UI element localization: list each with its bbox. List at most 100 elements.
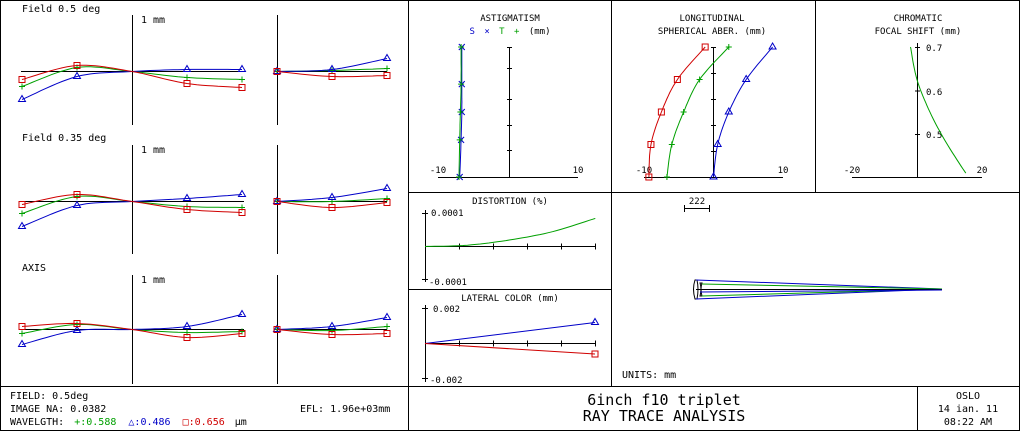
tan-marker-blue <box>72 71 82 79</box>
sag-marker-blue <box>272 196 282 204</box>
field-label-3: AXIS <box>22 263 46 274</box>
sph-curve-red <box>648 46 706 178</box>
tan-marker-blue <box>72 200 82 208</box>
focal-title-1: CHROMATIC <box>894 14 943 24</box>
tan-marker-red <box>73 320 81 327</box>
footer-time: 08:22 AM <box>944 417 992 428</box>
footer-title: 6inch f10 triplet <box>587 391 741 409</box>
dist-curve <box>424 218 596 247</box>
sag-marker-red <box>383 72 391 79</box>
sph-marker-green <box>725 44 732 50</box>
sag-marker-green <box>384 323 390 330</box>
sag-marker-blue <box>327 321 337 329</box>
tan-marker-red <box>183 80 191 87</box>
sag-marker-red <box>383 199 391 206</box>
sag-curve-red <box>276 71 388 78</box>
ray-green-top <box>701 283 943 290</box>
tan-marker-green <box>239 76 245 83</box>
footer-wavelength: WAVELGTH: +:0.588 △:0.486 □:0.656 μm <box>10 417 247 428</box>
sag-marker-red <box>273 198 281 205</box>
astig-marker-T <box>457 109 464 115</box>
lateral-color-plot <box>422 305 600 382</box>
focal-curve <box>910 46 967 174</box>
sag-marker-green <box>384 195 390 202</box>
spherical-title-2: SPHERICAL ABER. (mm) <box>658 27 766 37</box>
sph-marker-red <box>701 43 709 51</box>
focal-shift-panel: CHROMATIC FOCAL SHIFT (mm) 0.7 0.6 0.5 -… <box>844 14 987 178</box>
tan-marker-red <box>183 206 191 213</box>
sag-marker-red <box>328 73 336 80</box>
sag-curve-blue <box>276 188 388 202</box>
sph-curve-blue <box>713 46 773 178</box>
spherical-plot <box>644 42 783 181</box>
footer-efl: EFL: 1.96e+03mm <box>300 404 390 415</box>
astig-tick-right: 10 <box>573 166 584 176</box>
tan-marker-green <box>19 330 25 337</box>
ray-fan-curves <box>17 53 392 347</box>
focal-ytick-07: 0.7 <box>926 44 942 54</box>
sph-marker-blue <box>741 74 751 82</box>
focal-shift-plot <box>852 43 982 178</box>
lateral-ytick-top: 0.002 <box>433 305 460 315</box>
astigmatism-legend: S × T + (mm) <box>469 27 550 37</box>
legend-x: × <box>484 27 489 37</box>
tan-marker-blue <box>17 339 27 347</box>
sag-marker-blue <box>382 53 392 61</box>
sph-marker-blue <box>724 107 734 115</box>
sag-marker-blue <box>272 66 282 74</box>
tan-marker-red <box>183 334 191 341</box>
sag-marker-green <box>384 65 390 72</box>
sph-marker-red <box>647 141 655 148</box>
footer-image-na: IMAGE NA: 0.0382 <box>10 404 106 415</box>
distortion-ytick-bottom: -0.0001 <box>429 278 467 288</box>
tan-curve-red <box>21 322 243 339</box>
wavelength-label: WAVELGTH: <box>10 417 64 428</box>
legend-plus: + <box>514 27 520 37</box>
sph-marker-red <box>673 76 681 83</box>
tan-marker-blue <box>237 309 247 317</box>
focal-ytick-05: 0.5 <box>926 131 942 141</box>
sag-marker-red <box>328 331 336 338</box>
lateral-color-panel: LATERAL COLOR (mm) 0.002 -0.002 <box>422 294 600 386</box>
legend-t: T <box>499 27 505 37</box>
units-label: UNITS: mm <box>622 370 676 381</box>
sag-marker-blue <box>327 192 337 200</box>
tan-marker-red <box>238 330 246 337</box>
tan-marker-blue <box>182 193 192 201</box>
astig-tick-left: -10 <box>430 166 446 176</box>
wavelength-blue: △:0.486 <box>128 417 170 428</box>
focal-title-2: FOCAL SHIFT (mm) <box>875 27 962 37</box>
sph-marker-red <box>645 173 653 181</box>
focal-ytick-06: 0.6 <box>926 88 942 98</box>
astigmatism-panel: ASTIGMATISM S × T + (mm) -10 10 <box>430 14 584 181</box>
sag-marker-red <box>273 326 281 333</box>
sag-marker-red <box>273 68 281 75</box>
sph-marker-green <box>696 76 703 83</box>
tan-marker-red <box>73 191 81 198</box>
astig-marker-T <box>456 174 462 180</box>
astig-marker-T <box>458 44 465 50</box>
lateral-ytick-bottom: -0.002 <box>430 376 463 386</box>
tan-marker-green <box>19 210 25 217</box>
tan-marker-blue <box>17 221 27 229</box>
sag-marker-blue <box>382 183 392 191</box>
wavelength-unit: μm <box>235 417 247 428</box>
sph-marker-green <box>663 174 670 180</box>
tan-marker-red <box>18 76 26 83</box>
astigmatism-title: ASTIGMATISM <box>480 14 540 24</box>
tan-marker-blue <box>182 321 192 329</box>
lat-marker-red <box>591 350 599 358</box>
tan-marker-red <box>18 323 26 330</box>
sag-curve-red <box>276 329 388 336</box>
ray-bundle <box>695 279 943 300</box>
distortion-ytick-top: 0.0001 <box>431 209 464 219</box>
sag-curve-blue <box>276 317 388 330</box>
sph-marker-blue <box>709 172 718 180</box>
layout-scale-label: 222 <box>689 197 705 207</box>
astigmatism-plot <box>438 43 578 181</box>
ray-blue-mid <box>699 289 943 293</box>
spherical-panel: LONGITUDINAL SPHERICAL ABER. (mm) -10 10 <box>636 14 788 181</box>
lat-curve-red <box>424 343 596 355</box>
sph-marker-green <box>668 141 675 148</box>
footer: FIELD: 0.5deg IMAGE NA: 0.0382 WAVELGTH:… <box>10 391 998 428</box>
